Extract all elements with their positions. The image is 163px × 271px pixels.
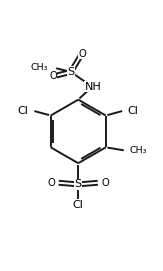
Text: Cl: Cl (128, 106, 139, 116)
Text: O: O (48, 178, 55, 188)
Text: Cl: Cl (18, 106, 29, 116)
Text: O: O (78, 49, 86, 59)
Text: O: O (49, 71, 57, 81)
Text: CH₃: CH₃ (31, 63, 48, 72)
Text: S: S (67, 67, 74, 77)
Text: CH₃: CH₃ (129, 146, 147, 155)
Text: O: O (101, 178, 109, 188)
Text: Cl: Cl (73, 200, 84, 210)
Text: NH: NH (85, 82, 101, 92)
Text: S: S (75, 179, 82, 189)
